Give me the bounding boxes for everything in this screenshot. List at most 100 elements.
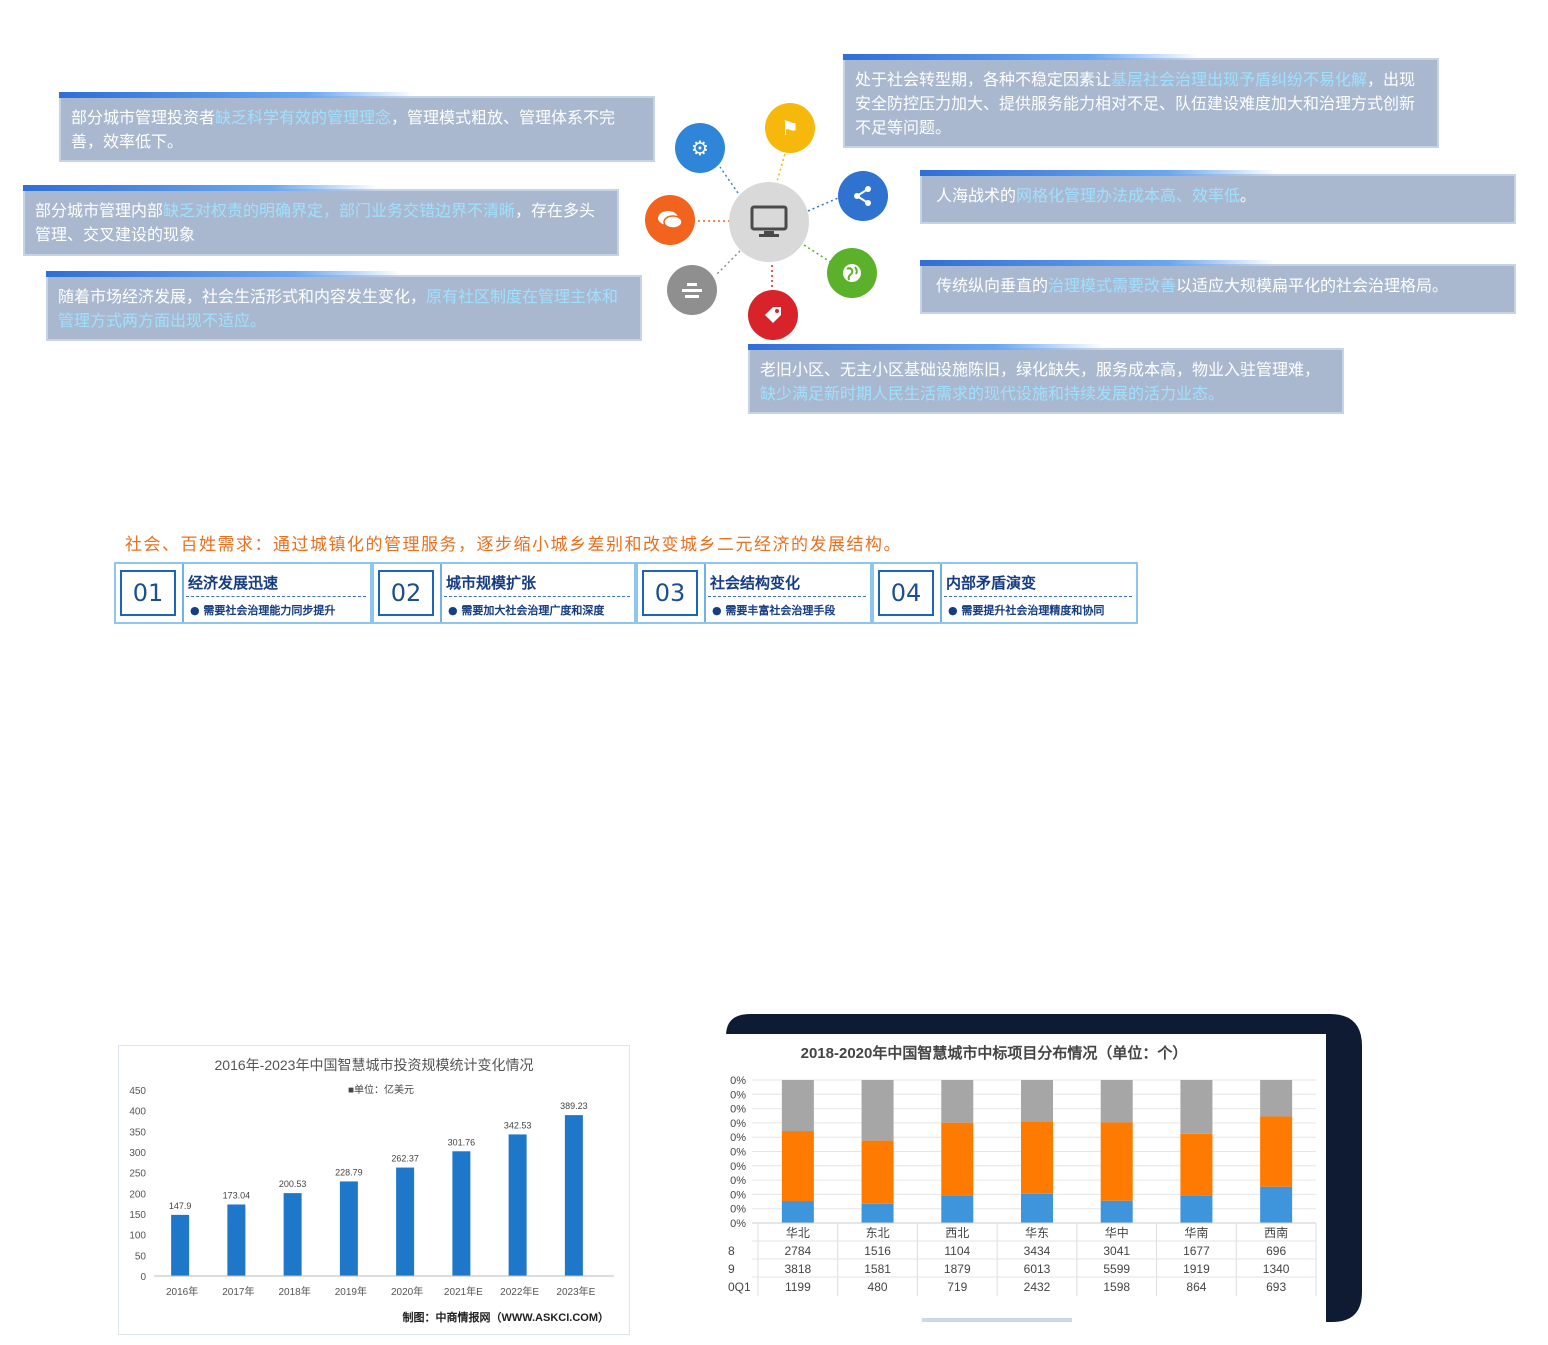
table-cell: 1199 bbox=[785, 1280, 811, 1294]
y-tick-label: 350 bbox=[129, 1127, 146, 1138]
data-label: 228.79 bbox=[335, 1167, 363, 1177]
table-cell: 1919 bbox=[1183, 1262, 1210, 1276]
step-card-03: 03 社会结构变化 ● 需要丰富社会治理手段 bbox=[636, 562, 872, 624]
y-tick-label: 0 bbox=[140, 1272, 146, 1283]
issue-box-left-1: 部分城市管理投资者缺乏科学有效的管理理念，管理模式粗放、管理体系不完善，效率低下… bbox=[59, 92, 655, 162]
issue-box-left-2: 部分城市管理内部缺乏对权责的明确界定，部门业务交错边界不清晰，存在多头管理、交叉… bbox=[23, 185, 619, 256]
step-divider bbox=[440, 564, 442, 622]
investment-chart-svg: 2016年-2023年中国智慧城市投资规模统计变化情况 ■单位：亿美元 0 50 1… bbox=[129, 1057, 614, 1324]
table-cell: 1516 bbox=[864, 1244, 891, 1258]
step-dashed-rule bbox=[186, 596, 366, 597]
step-number: 03 bbox=[642, 570, 698, 616]
stacked-segment bbox=[861, 1080, 894, 1141]
stacked-segment bbox=[861, 1203, 894, 1223]
table-cell: 1879 bbox=[944, 1262, 971, 1276]
x-tick-label: 2019年 bbox=[335, 1285, 367, 1298]
bar bbox=[452, 1151, 471, 1276]
hub-monitor-icon bbox=[729, 182, 809, 262]
issue-text: 部分城市管理内部 bbox=[35, 201, 164, 220]
issue-highlight: 缺乏对权责的明确界定，部门业务交错边界不清晰 bbox=[163, 201, 516, 220]
step-subtitle: ● 需要加大社会治理广度和深度 bbox=[448, 604, 605, 617]
category-label: 西北 bbox=[945, 1226, 969, 1240]
table-cell: 5599 bbox=[1103, 1262, 1130, 1276]
y-tick-label: 0% bbox=[730, 1175, 746, 1187]
connector-globe bbox=[803, 244, 833, 264]
y-tick-label: 100 bbox=[129, 1231, 146, 1242]
step-dashed-rule bbox=[944, 596, 1132, 597]
table-cell: 3818 bbox=[785, 1262, 812, 1276]
data-label: 147.9 bbox=[169, 1201, 192, 1211]
investment-chart: 2016年-2023年中国智慧城市投资规模统计变化情况 ■单位：亿美元 0 50 1… bbox=[118, 1045, 630, 1335]
step-number: 04 bbox=[878, 570, 934, 616]
stacked-segment bbox=[861, 1140, 894, 1204]
issue-text: 处于社会转型期，各种不稳定因素让 bbox=[855, 70, 1112, 89]
step-subtitle: ● 需要社会治理能力同步提升 bbox=[190, 604, 336, 617]
tag-icon bbox=[748, 290, 798, 340]
stacked-segment bbox=[1180, 1133, 1213, 1196]
issue-box-left-3: 随着市场经济发展，社会生活形式和内容发生变化，原有社区制度在管理主体和管理方式两… bbox=[46, 271, 642, 341]
category-label: 东北 bbox=[866, 1226, 890, 1240]
bar bbox=[283, 1193, 302, 1276]
stacked-segment bbox=[1021, 1121, 1053, 1194]
table-cell: 3434 bbox=[1024, 1244, 1051, 1258]
stacked-segment bbox=[781, 1080, 814, 1132]
y-tick-label: 50 bbox=[135, 1251, 147, 1262]
stacked-segment bbox=[781, 1131, 814, 1202]
y-tick-label: 0% bbox=[730, 1161, 746, 1173]
flag-icon: ⚑ bbox=[765, 103, 815, 153]
issue-text: 人海战术的 bbox=[936, 186, 1017, 205]
stacked-segment bbox=[1100, 1122, 1133, 1201]
step-title: 内部矛盾演变 bbox=[946, 574, 1037, 592]
issue-highlight: 原有社区制度在管理主体和管理方式两方面出现不适应。 bbox=[58, 287, 619, 330]
y-tick-label: 0% bbox=[730, 1118, 746, 1130]
issue-text: 以适应大规模扁平化的社会治理格局。 bbox=[1176, 276, 1449, 295]
y-tick-label: 0% bbox=[730, 1132, 746, 1144]
issue-text: ，出现安全防控压力加大、提供服务能力相对不足、队伍建设难度加大和治理方式创新不足… bbox=[855, 70, 1416, 137]
x-tick-label: 2018年 bbox=[279, 1285, 311, 1298]
step-divider bbox=[940, 564, 942, 622]
gear-icon: ⚙ bbox=[675, 123, 725, 173]
table-cell: 480 bbox=[868, 1280, 888, 1294]
stacked-segment bbox=[1260, 1080, 1293, 1117]
connector-flag bbox=[775, 149, 787, 186]
issue-highlight: 基层社会治理出现予盾纠纷不易化解 bbox=[1111, 70, 1368, 89]
chart-title: 2018-2020年中国智慧城市中标项目分布情况（单位：个） bbox=[801, 1044, 1188, 1062]
step-subtitle: ● 需要提升社会治理精度和协同 bbox=[948, 604, 1105, 617]
table-cell: 2432 bbox=[1024, 1280, 1051, 1294]
step-title: 城市规模扩张 bbox=[446, 574, 537, 592]
y-tick-label: 0% bbox=[730, 1104, 746, 1116]
stacked-segment bbox=[1180, 1080, 1213, 1134]
table-cell: 1340 bbox=[1263, 1262, 1290, 1276]
category-label: 华北 bbox=[786, 1226, 810, 1240]
table-row-label: 9 bbox=[728, 1262, 735, 1276]
x-tick-label: 2023年E bbox=[556, 1285, 595, 1298]
projects-chart: 2018-2020年中国智慧城市中标项目分布情况（单位：个） 0% 0% 0% 0% 0… bbox=[726, 1014, 1362, 1322]
y-tick-label: 300 bbox=[129, 1148, 146, 1159]
issue-text: 老旧小区、无主小区基础设施陈旧，绿化缺失，服务成本高，物业入驻管理难， bbox=[760, 360, 1321, 379]
table-cell: 1104 bbox=[944, 1244, 970, 1258]
bar bbox=[227, 1204, 246, 1276]
stacked-segment bbox=[1021, 1193, 1053, 1223]
chart-source: 制图：中商情报网（WWW.ASKCI.COM） bbox=[402, 1310, 609, 1324]
demand-intro-text: 社会、百姓需求：通过城镇化的管理服务，逐步缩小城乡差别和改变城乡二元经济的发展结… bbox=[125, 535, 902, 555]
connector-gear bbox=[719, 166, 739, 194]
issue-text: ，管理模式粗放、管理体系不完善，效率低下。 bbox=[71, 108, 616, 151]
category-label: 华中 bbox=[1105, 1225, 1129, 1240]
stacked-segment bbox=[1260, 1186, 1293, 1223]
stacked-segment bbox=[781, 1201, 814, 1223]
table-cell: 719 bbox=[947, 1280, 967, 1294]
category-label: 华东 bbox=[1025, 1226, 1049, 1240]
step-card-01: 01 经济发展迅速 ● 需要社会治理能力同步提升 bbox=[114, 562, 372, 624]
data-label: 262.37 bbox=[391, 1154, 419, 1164]
issue-highlight: 网格化管理办法成本高、效率低 bbox=[1016, 186, 1241, 205]
issue-box-right-2: 人海战术的网格化管理办法成本高、效率低。 bbox=[920, 170, 1516, 224]
projects-chart-svg: 2018-2020年中国智慧城市中标项目分布情况（单位：个） 0% 0% 0% 0% 0… bbox=[726, 1014, 1362, 1322]
stacked-segment bbox=[1021, 1080, 1053, 1122]
table-cell: 3041 bbox=[1103, 1244, 1130, 1258]
data-label: 342.53 bbox=[504, 1120, 532, 1130]
bar bbox=[564, 1115, 583, 1276]
bar bbox=[396, 1167, 415, 1276]
y-tick-label: 0% bbox=[730, 1204, 746, 1216]
connector-share bbox=[807, 197, 839, 212]
globe-icon bbox=[827, 248, 877, 298]
